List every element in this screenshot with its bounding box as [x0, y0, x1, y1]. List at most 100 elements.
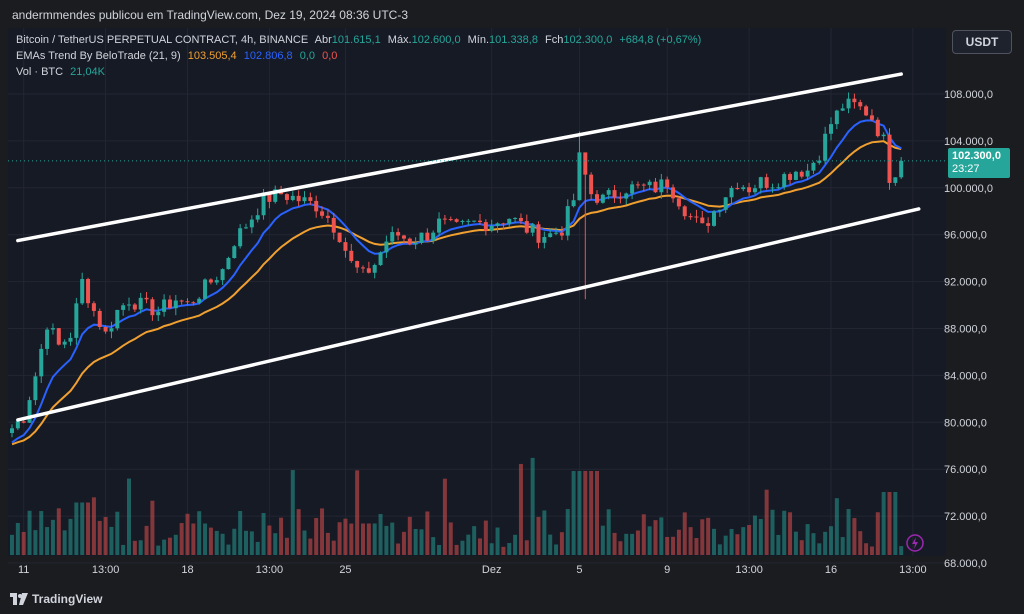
volume-bar: [671, 536, 676, 555]
candle-body: [431, 232, 436, 241]
volume-bar: [776, 534, 781, 555]
candle-body: [635, 184, 640, 186]
candle-body: [103, 326, 108, 332]
candle-body: [618, 197, 623, 199]
legend-ema-slow: 103.505,4: [187, 50, 237, 62]
candle-body: [881, 134, 886, 137]
candle-body: [355, 261, 360, 268]
volume-bar: [805, 524, 810, 555]
candle-body: [68, 337, 73, 342]
candle-body: [641, 184, 646, 186]
candle-body: [747, 187, 752, 193]
candle-body: [782, 174, 787, 188]
legend-vol-label[interactable]: Vol · BTC: [16, 66, 64, 78]
volume-bar: [355, 470, 360, 555]
volume-bar: [33, 530, 38, 555]
volume-bar: [823, 531, 828, 555]
volume-bar: [290, 470, 295, 555]
candle-body: [630, 184, 635, 194]
candle-body: [220, 269, 225, 281]
candle-body: [741, 187, 746, 190]
alert-icon[interactable]: [906, 534, 924, 552]
y-tick-label: 80.000,0: [944, 417, 987, 429]
volume-bar: [688, 527, 693, 555]
lightning-icon: [912, 537, 918, 549]
candle-body: [472, 220, 477, 222]
y-tick-label: 96.000,0: [944, 230, 987, 242]
candle-body: [770, 187, 775, 189]
candle-body: [308, 197, 313, 201]
y-tick-label: 100.000,0: [944, 183, 993, 195]
volume-bar: [413, 529, 418, 555]
candle-body: [776, 187, 781, 189]
candle-body: [565, 206, 570, 236]
volume-bar: [366, 523, 371, 555]
volume-bar: [875, 512, 880, 555]
currency-button[interactable]: USDT: [952, 30, 1012, 54]
candle-body: [577, 152, 582, 201]
candle-body: [846, 98, 851, 109]
candle-body: [606, 190, 611, 195]
candle-body: [91, 303, 96, 311]
candle-body: [39, 348, 44, 377]
x-tick-label: Dez: [482, 564, 502, 576]
candle-body: [208, 279, 213, 283]
candle-body: [665, 179, 670, 188]
volume-bar: [343, 518, 348, 555]
legend-ema: EMAs Trend By BeloTrade (21, 9) 103.505,…: [16, 50, 341, 62]
last-price-tag: 102.300,0 23:27: [948, 148, 1010, 178]
candle-body: [121, 305, 126, 310]
candle-body: [571, 200, 576, 207]
volume-bar: [45, 527, 50, 555]
candle-body: [132, 304, 137, 310]
volume-bar: [56, 508, 61, 555]
candle-body: [249, 219, 254, 228]
volume-bar: [513, 534, 518, 555]
legend-ema-fast: 102.806,8: [243, 50, 293, 62]
candle-body: [127, 304, 131, 306]
volume-bar: [489, 543, 494, 555]
volume-bar: [255, 541, 260, 555]
volume-bar: [144, 525, 149, 555]
volume-bar: [156, 545, 161, 555]
volume-bar: [127, 478, 131, 555]
volume-bar: [454, 544, 459, 555]
candle-body: [513, 217, 518, 219]
chart-area[interactable]: 108.000,0 104.000,0 100.000,0 96.000,0 92.00…: [8, 28, 993, 576]
candle-body: [21, 421, 26, 423]
volume-bar: [91, 497, 96, 555]
channel-upper-line[interactable]: [16, 72, 903, 243]
candle-body: [109, 328, 114, 332]
volume-bar: [723, 535, 728, 555]
legend-ema-name[interactable]: EMAs Trend By BeloTrade (21, 9): [16, 50, 181, 62]
tradingview-logo[interactable]: TradingView: [10, 592, 102, 606]
candle-body: [764, 177, 769, 188]
x-tick-label: 13:00: [735, 564, 763, 576]
volume-bar: [647, 526, 652, 555]
channel-lower-line[interactable]: [16, 207, 921, 422]
volume-bar: [559, 532, 564, 555]
volume-bar: [425, 511, 430, 555]
price-chart[interactable]: 108.000,0 104.000,0 100.000,0 96.000,0 92.00…: [8, 28, 1024, 586]
volume-bar: [758, 518, 763, 555]
last-price-countdown: 23:27: [952, 163, 980, 175]
x-tick-label: 13:00: [256, 564, 284, 576]
volume-bar: [10, 534, 14, 555]
legend-open-value: 101.615,1: [331, 34, 381, 46]
x-tick-label: 9: [664, 564, 670, 576]
volume-bar: [109, 526, 114, 555]
volume-bar: [799, 540, 804, 555]
candle-body: [203, 279, 208, 299]
volume-bar: [565, 509, 570, 555]
candle-body: [390, 232, 395, 242]
volume-bar: [483, 520, 488, 555]
y-tick-label: 108.000,0: [944, 89, 993, 101]
volume-bar: [817, 543, 822, 555]
volume-bar: [548, 534, 553, 555]
candle-body: [501, 223, 506, 225]
candle-body: [337, 232, 342, 243]
legend-symbol[interactable]: Bitcoin / TetherUS PERPETUAL CONTRACT, 4…: [16, 34, 309, 46]
volume-bar: [396, 543, 401, 555]
candle-body: [536, 224, 541, 243]
volume-bar: [208, 527, 213, 555]
